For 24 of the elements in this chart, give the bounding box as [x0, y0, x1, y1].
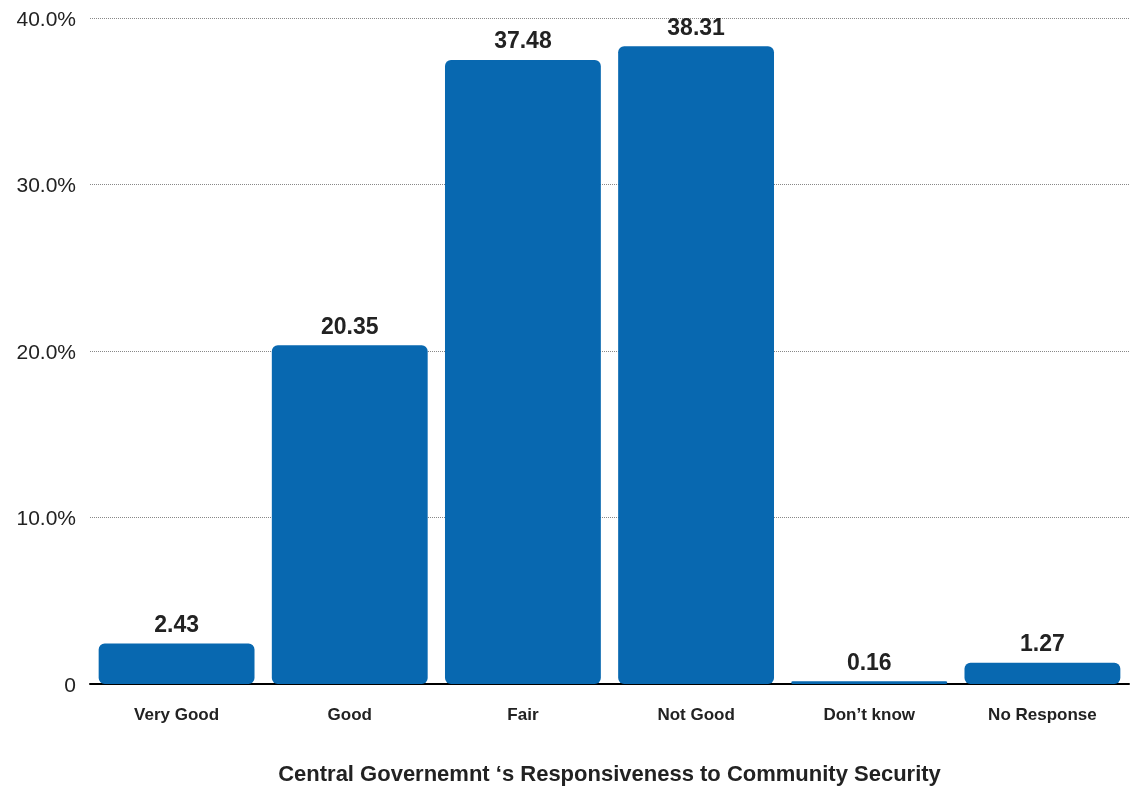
data-label: 0.16	[846, 648, 892, 675]
x-tick-label: Not Good	[657, 705, 735, 724]
data-label: 2.43	[154, 611, 199, 638]
y-tick-label: 40.0%	[16, 6, 76, 30]
data-label: 38.31	[667, 13, 726, 40]
x-tick-label: Don’t know	[823, 705, 916, 724]
data-label: 37.48	[494, 27, 552, 54]
x-tick-label: Good	[327, 705, 372, 724]
bar	[271, 345, 428, 684]
x-axis-title: Central Governemnt ‘s Responsiveness to Community Security	[278, 760, 942, 786]
bar	[98, 643, 255, 684]
x-tick-label: Very Good	[134, 705, 220, 724]
bar	[791, 681, 948, 684]
data-label: 20.35	[320, 312, 379, 339]
y-tick-label: 30.0%	[16, 173, 76, 196]
data-label: 1.27	[1020, 630, 1065, 657]
bar	[964, 662, 1121, 684]
bar	[444, 59, 601, 684]
y-tick-label: 10.0%	[16, 506, 76, 529]
bar	[618, 46, 775, 684]
x-tick-label: No Response	[988, 705, 1097, 724]
y-tick-label: 0	[64, 672, 76, 696]
y-tick-label: 20.0%	[16, 339, 76, 363]
x-tick-label: Fair	[507, 705, 539, 724]
